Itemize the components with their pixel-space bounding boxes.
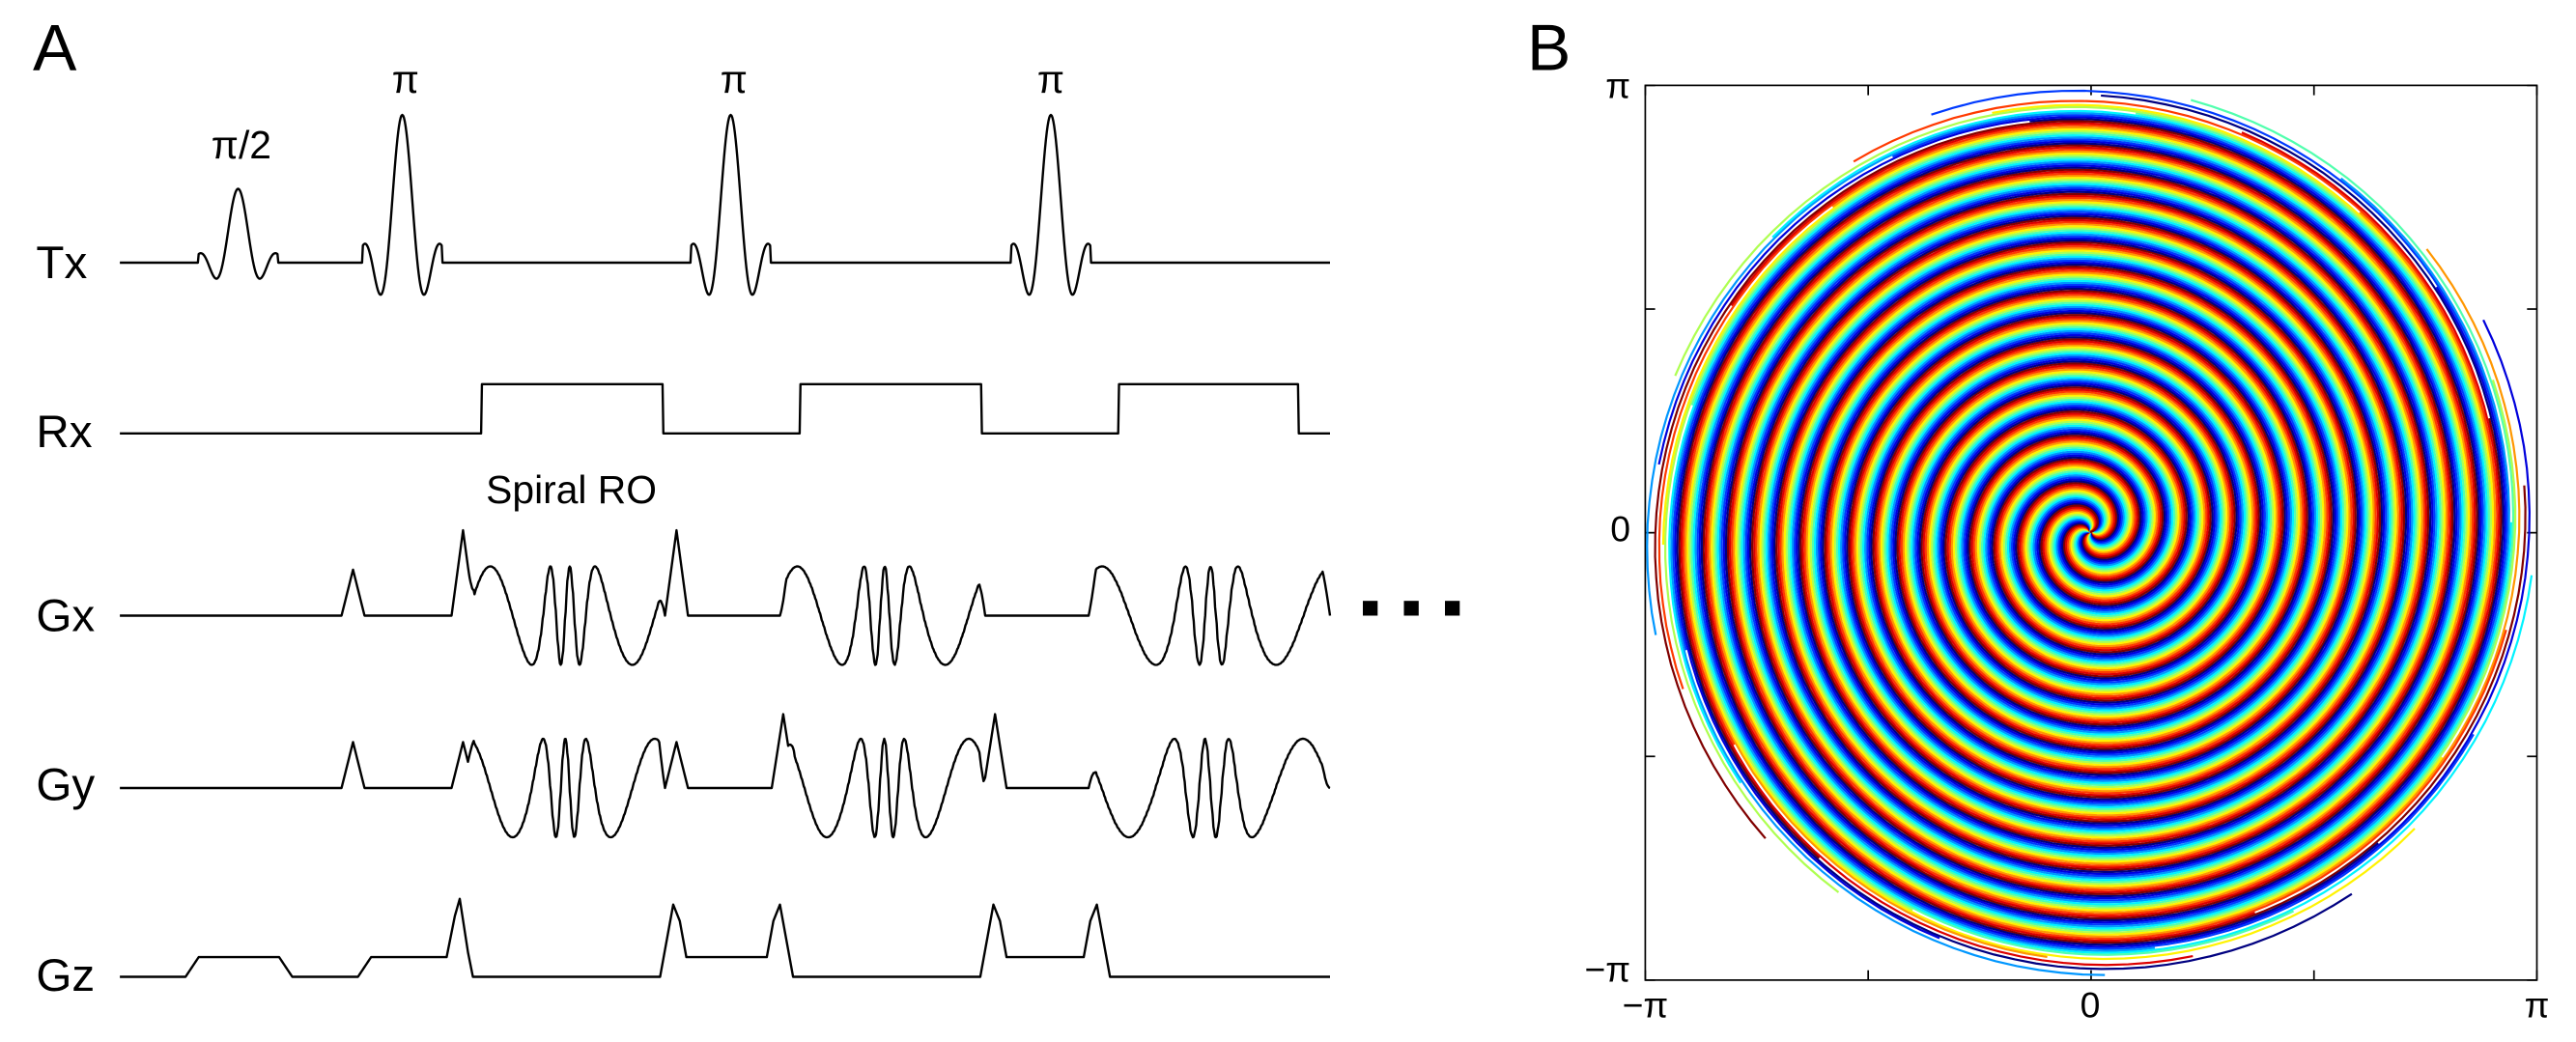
spiral-interleave [1757, 126, 2473, 889]
spiral-interleave [1657, 124, 2475, 891]
spiral-interleave [1700, 166, 2432, 946]
ellipsis-dot [1445, 601, 1460, 616]
spiral-interleave [1690, 131, 2466, 884]
spiral-interleave [1733, 198, 2497, 914]
ellipsis-dot [1363, 601, 1378, 616]
spiral-interleave [1716, 183, 2513, 930]
spiral-interleave [1676, 142, 2456, 971]
spiral-interleave [1741, 109, 2488, 906]
spiral-interleave [1713, 179, 2517, 934]
spiral-interleave [1692, 158, 2534, 954]
spiral-interleave [1664, 129, 2469, 893]
pulse-label: π [721, 57, 748, 101]
spiral-interleave [1678, 144, 2454, 871]
spiral-interleave [1748, 118, 2480, 898]
pulse-label: π [1037, 57, 1064, 101]
spiral-interleave [1684, 150, 2449, 959]
y-tick-label: 0 [1610, 509, 1630, 549]
spiral-interleave [1744, 114, 2484, 902]
spiral-interleave [1731, 99, 2499, 916]
spiral-interleave [1696, 162, 2475, 950]
spiral-interleave [1661, 127, 2471, 887]
x-tick-label: 0 [2081, 985, 2101, 1026]
spiral-interleave [1708, 174, 2521, 938]
spiral-interleave [1724, 94, 2505, 922]
x-tick-label: −π [1623, 985, 1669, 1026]
gx-waveform [119, 528, 1332, 666]
spiral-interleave [1714, 99, 2515, 932]
spiral-interleave [1674, 140, 2458, 940]
pulse-label: π/2 [212, 123, 271, 167]
pulse-label: π [392, 57, 419, 101]
y-tick-label: π [1605, 66, 1630, 106]
spiral-interleave [1657, 116, 2482, 900]
spiral-interleave [1654, 120, 2478, 895]
spiral-interleave [1739, 112, 2490, 908]
spiral-interleave [1728, 131, 2501, 918]
channel-label: Tx [36, 238, 87, 289]
spiral-interleave [1672, 138, 2460, 878]
spiral-interleave [1670, 136, 2462, 976]
gy-waveform [119, 713, 1331, 839]
spiral-interleave [1680, 146, 2452, 967]
x-tick-label: π [2525, 985, 2550, 1026]
spiral-interleave [1702, 168, 2527, 944]
panel-label: A [33, 11, 77, 84]
spiral-interleave [1698, 164, 2531, 948]
spiral-interleave [1690, 155, 2442, 956]
spiral-interleave [1694, 160, 2438, 952]
tx-waveform [119, 113, 1331, 296]
spiral-interleave [1704, 170, 2428, 943]
rx-waveform [119, 382, 1331, 435]
spiral-interleave [1706, 172, 2507, 941]
spiral-interleave [1726, 192, 2503, 920]
spiral-interleave [1646, 112, 2486, 904]
channel-label: Rx [36, 407, 92, 458]
spiral-interleave [1668, 133, 2464, 882]
y-tick-label: −π [1584, 948, 1630, 989]
spiral-interleave [1674, 105, 2493, 910]
spiral-interleave [1730, 122, 2477, 894]
spiral-interleave [1685, 152, 2447, 961]
channel-label: Gz [36, 950, 95, 1001]
figure-content: A B π/2 π π π Tx Rx Gx Gy Gz Spiral RO π… [33, 11, 2549, 1025]
spiral-interleave [1735, 103, 2495, 912]
channel-label: Gx [36, 590, 95, 641]
spiral-interleave [1722, 188, 2506, 924]
ellipsis-dot [1403, 601, 1419, 616]
spiral-interleave [1720, 89, 2508, 926]
spiral-interleave [1718, 177, 2510, 928]
readout-label: Spiral RO [486, 467, 657, 512]
spiral-interleave [1688, 154, 2444, 912]
channel-label: Gy [36, 760, 95, 811]
spiral-interleave [1711, 176, 2444, 936]
panel-label: B [1527, 11, 1571, 84]
spiral-interleave [1682, 148, 2450, 867]
gz-waveform [119, 897, 1331, 978]
